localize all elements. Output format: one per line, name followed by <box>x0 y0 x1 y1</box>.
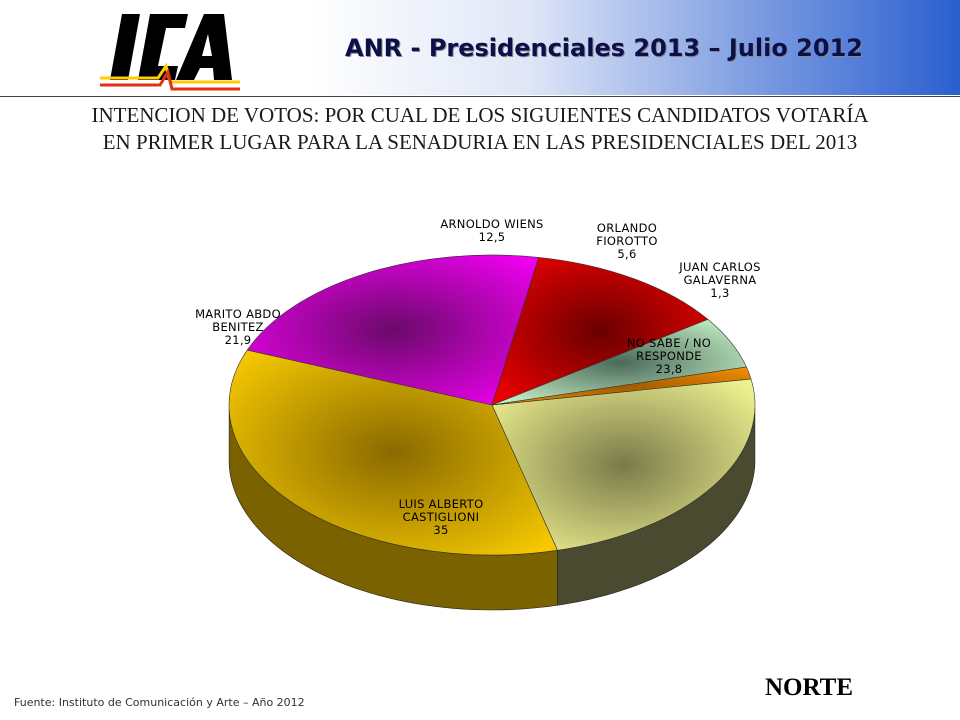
survey-question-line-1: INTENCION DE VOTOS: POR CUAL DE LOS SIGU… <box>91 103 869 127</box>
slice-name-5: JUAN CARLOS <box>678 260 760 274</box>
slice-value-0: 23,8 <box>656 362 683 376</box>
slice-labels: NO SABE / NO RESPONDE 23,8 LUIS ALBERTO CAST… <box>195 217 760 537</box>
slice-label-3: ARNOLDO WIENS 12,5 <box>440 217 543 244</box>
slice-name-0: NO SABE / NO <box>627 336 711 350</box>
slice-label-1: LUIS ALBERTO CASTIGLIONI 35 <box>399 497 484 537</box>
pie-slices <box>228 254 756 556</box>
slice-value-4: 5,6 <box>617 247 636 261</box>
slice-label-0: NO SABE / NO RESPONDE 23,8 <box>627 336 711 376</box>
slice-label-2: MARITO ABDO BENITEZ 21,9 <box>195 307 281 347</box>
survey-question: INTENCION DE VOTOS: POR CUAL DE LOS SIGU… <box>20 102 940 156</box>
region-label: NORTE <box>765 674 854 701</box>
ica-logo <box>100 14 240 91</box>
slice-name-2: BENITEZ <box>212 320 263 334</box>
slice-name-4: FIOROTTO <box>596 234 657 248</box>
slice-value-2: 21,9 <box>225 333 252 347</box>
header-divider <box>0 96 960 97</box>
pie-slice-3 <box>491 257 709 406</box>
slice-name-1: LUIS ALBERTO <box>399 497 484 511</box>
pie-slice-5 <box>491 366 752 406</box>
slice-name-2: MARITO ABDO <box>195 307 281 321</box>
report-title: ANR - Presidenciales 2013 – Julio 2012 <box>345 34 863 62</box>
slice-value-5: 1,3 <box>710 286 729 300</box>
survey-question-line-2: EN PRIMER LUGAR PARA LA SENADURIA EN LAS… <box>102 130 858 154</box>
slice-name-3: ARNOLDO WIENS <box>440 217 543 231</box>
slice-value-3: 12,5 <box>479 230 506 244</box>
slice-name-4: ORLANDO <box>597 221 657 235</box>
slice-name-0: RESPONDE <box>636 349 702 363</box>
slice-value-1: 35 <box>433 523 448 537</box>
pie-slice-2 <box>246 254 540 406</box>
slice-name-1: CASTIGLIONI <box>403 510 480 524</box>
source-note: Fuente: Instituto de Comunicación y Arte… <box>14 696 305 709</box>
slice-name-5: GALAVERNA <box>684 273 757 287</box>
pie-slice-0 <box>491 378 756 551</box>
slice-label-5: JUAN CARLOS GALAVERNA 1,3 <box>678 260 760 300</box>
slice-label-4: ORLANDO FIOROTTO 5,6 <box>596 221 657 261</box>
